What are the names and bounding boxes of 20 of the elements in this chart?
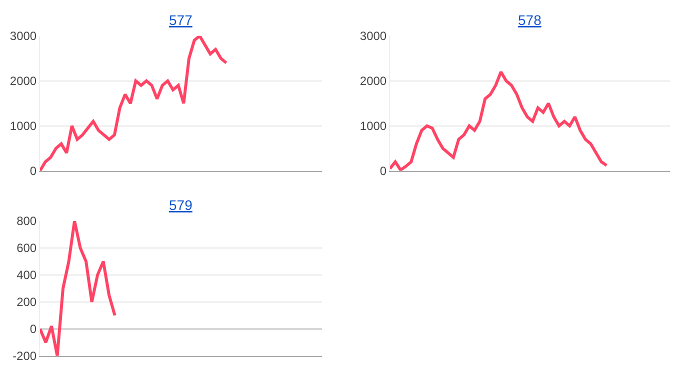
line-series — [40, 220, 116, 356]
line-series — [390, 70, 608, 171]
y-tick-label: 3000 — [10, 29, 37, 44]
y-tick-label: 2000 — [360, 74, 387, 88]
y-tick-label: 800 — [16, 214, 37, 228]
chart-title: 577 — [169, 12, 193, 28]
y-tick-label: 0 — [30, 322, 37, 336]
y-tick-label: -200 — [12, 349, 37, 364]
y-tick-label: 400 — [16, 268, 37, 282]
y-tick-label: 0 — [380, 164, 387, 178]
y-tick-label: 0 — [30, 164, 37, 178]
y-tick-label: 2000 — [10, 74, 37, 88]
y-tick-label: 1000 — [360, 119, 387, 134]
y-tick-label: 3000 — [360, 29, 387, 44]
chart-title: 578 — [518, 12, 542, 28]
chart-title: 579 — [169, 197, 193, 213]
line-series — [40, 36, 228, 171]
y-tick-label: 1000 — [10, 119, 37, 134]
y-tick-label: 600 — [16, 241, 37, 256]
y-tick-label: 200 — [16, 295, 37, 310]
